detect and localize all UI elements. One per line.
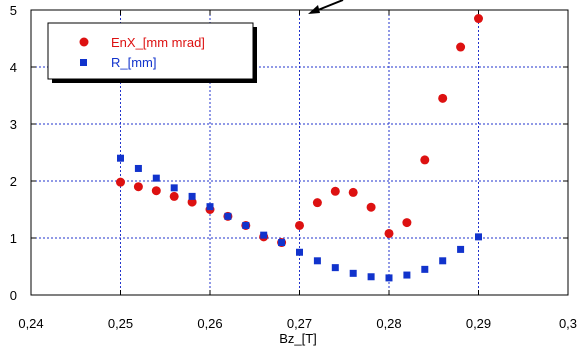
y-tick-label: 3 bbox=[10, 117, 17, 132]
y-tick-label: 5 bbox=[10, 3, 17, 18]
x-tick-label: 0,27 bbox=[287, 316, 312, 331]
legend-label-enx: EnX_[mm mrad] bbox=[111, 35, 205, 50]
x-tick-label: 0,26 bbox=[197, 316, 222, 331]
x-tick-label: 0,3 bbox=[559, 316, 577, 331]
data-point-enx bbox=[438, 93, 448, 103]
data-point-enx bbox=[330, 186, 340, 196]
data-point-r bbox=[331, 264, 339, 272]
y-tick-label: 1 bbox=[10, 231, 17, 246]
x-tick-label: 0,28 bbox=[376, 316, 401, 331]
data-point-r bbox=[170, 184, 178, 192]
data-point-enx bbox=[384, 228, 394, 238]
y-tick-label: 4 bbox=[10, 60, 17, 75]
data-point-enx bbox=[169, 191, 179, 201]
data-point-r bbox=[349, 269, 357, 277]
data-point-enx bbox=[133, 182, 143, 192]
data-point-r bbox=[260, 231, 268, 239]
data-point-r bbox=[278, 239, 286, 247]
series-1 bbox=[117, 154, 482, 282]
x-tick-label: 0,24 bbox=[18, 316, 43, 331]
x-axis-label: Bz_[T] bbox=[279, 331, 317, 346]
legend-marker-enx bbox=[79, 37, 89, 47]
data-point-r bbox=[367, 273, 375, 281]
data-point-r bbox=[457, 245, 465, 253]
data-point-enx bbox=[402, 218, 412, 228]
legend-marker-r bbox=[80, 59, 87, 66]
grid-lines bbox=[31, 10, 568, 295]
data-point-enx bbox=[474, 14, 483, 24]
data-point-r bbox=[313, 257, 321, 265]
data-point-enx bbox=[420, 155, 430, 165]
x-tick-label: 0,29 bbox=[466, 316, 491, 331]
data-point-enx bbox=[456, 42, 466, 52]
data-point-enx bbox=[151, 186, 161, 196]
data-point-enx bbox=[348, 187, 358, 197]
data-point-r bbox=[188, 192, 196, 200]
annotation-arrow bbox=[308, 0, 344, 14]
x-tick-label: 0,25 bbox=[108, 316, 133, 331]
legend-box bbox=[47, 22, 254, 80]
data-point-r bbox=[117, 154, 124, 162]
axis-ticks bbox=[30, 9, 569, 296]
x-tick-labels: 0,24 0,25 0,26 0,27 0,28 0,29 0,3 bbox=[18, 316, 577, 331]
legend: EnX_[mm mrad] R_[mm] bbox=[47, 22, 257, 83]
data-point-r bbox=[385, 274, 393, 282]
y-tick-label: 2 bbox=[10, 174, 17, 189]
data-point-r bbox=[296, 248, 303, 256]
data-point-enx bbox=[295, 220, 304, 230]
data-point-r bbox=[152, 174, 160, 182]
data-point-r bbox=[242, 221, 250, 229]
y-tick-label: 0 bbox=[10, 288, 17, 303]
data-point-r bbox=[206, 203, 214, 211]
data-point-enx bbox=[116, 177, 125, 187]
legend-label-r: R_[mm] bbox=[111, 55, 157, 70]
data-point-r bbox=[224, 212, 232, 220]
y-tick-labels: 0 1 2 3 4 5 bbox=[10, 3, 17, 303]
data-point-enx bbox=[366, 202, 376, 212]
data-point-r bbox=[421, 265, 429, 273]
data-point-enx bbox=[312, 198, 322, 208]
data-point-r bbox=[134, 164, 142, 172]
series-layer bbox=[116, 14, 483, 282]
data-point-r bbox=[439, 257, 447, 265]
data-point-r bbox=[403, 271, 411, 279]
data-point-r bbox=[475, 233, 482, 241]
